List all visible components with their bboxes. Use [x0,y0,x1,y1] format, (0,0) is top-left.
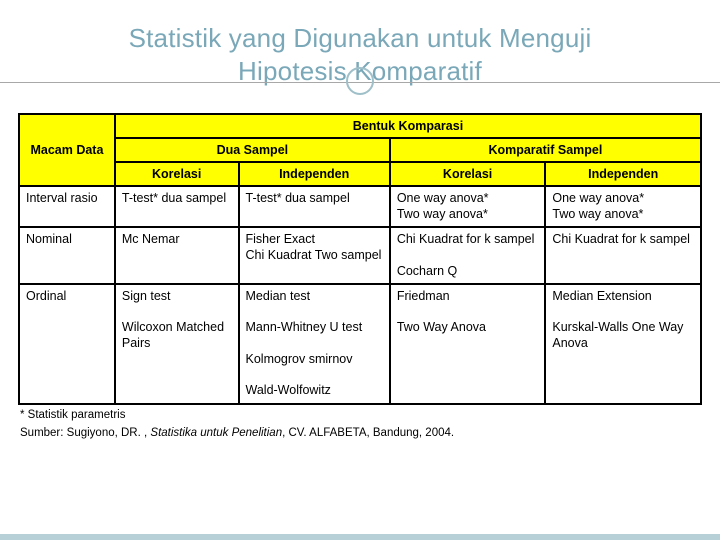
cell: Sign test Wilcoxon Matched Pairs [115,284,239,403]
table-row: Interval rasio T-test* dua sampel T-test… [19,186,701,227]
cell: Fisher ExactChi Kuadrat Two sampel [239,227,390,284]
cell: Median Extension Kurskal-Walls One Way A… [545,284,701,403]
table-row: Ordinal Sign test Wilcoxon Matched Pairs… [19,284,701,403]
cell: One way anova*Two way anova* [545,186,701,227]
row-label: Nominal [19,227,115,284]
title-line-1: Statistik yang Digunakan untuk Menguji [129,23,592,53]
th-independen-2: Independen [545,162,701,186]
cell: T-test* dua sampel [115,186,239,227]
cell: Mc Nemar [115,227,239,284]
table-row: Nominal Mc Nemar Fisher ExactChi Kuadrat… [19,227,701,284]
slide-title-block: Statistik yang Digunakan untuk Menguji H… [0,0,720,95]
th-komparatif-sampel: Komparatif Sampel [390,138,701,162]
row-label: Ordinal [19,284,115,403]
bottom-accent-bar [0,534,720,540]
cell: Chi Kuadrat for k sampel [545,227,701,284]
th-macam-data: Macam Data [19,114,115,186]
th-bentuk-komparasi: Bentuk Komparasi [115,114,701,138]
row-label: Interval rasio [19,186,115,227]
source-title: Statistika untuk Penelitian [150,427,282,439]
stats-table: Macam Data Bentuk Komparasi Dua Sampel K… [18,113,702,405]
th-korelasi-1: Korelasi [115,162,239,186]
th-korelasi-2: Korelasi [390,162,546,186]
source-prefix: Sumber: Sugiyono, DR. , [20,427,150,439]
cell: Chi Kuadrat for k sampel Cocharn Q [390,227,546,284]
cell: Friedman Two Way Anova [390,284,546,403]
accent-circle-icon [346,67,374,95]
th-dua-sampel: Dua Sampel [115,138,390,162]
th-independen-1: Independen [239,162,390,186]
cell: T-test* dua sampel [239,186,390,227]
footnote: * Statistik parametris [20,409,720,421]
source-citation: Sumber: Sugiyono, DR. , Statistika untuk… [20,427,720,439]
cell: Median test Mann-Whitney U test Kolmogro… [239,284,390,403]
source-suffix: , CV. ALFABETA, Bandung, 2004. [282,427,454,439]
cell: One way anova*Two way anova* [390,186,546,227]
